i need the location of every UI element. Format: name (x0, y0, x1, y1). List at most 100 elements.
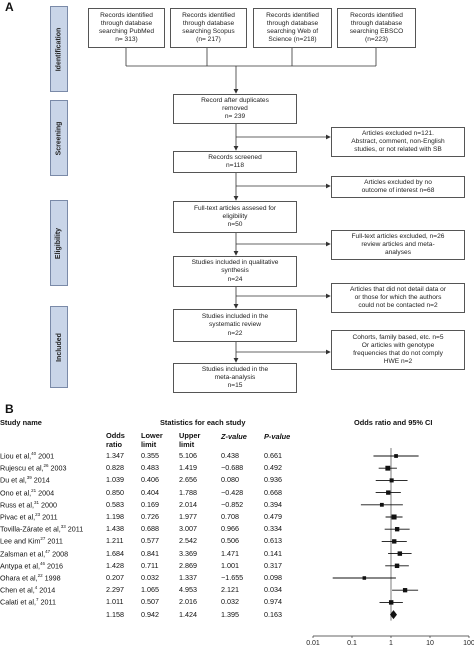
cell-lower: 0.032 (141, 573, 159, 582)
study-name: Pivac et al,23 2011 (0, 512, 58, 522)
header-p-value: P-value (264, 432, 291, 441)
study-name: Liou et al,40 2001 (0, 451, 55, 461)
study-name: Rujescu et al,26 2003 (0, 463, 67, 473)
cell-p: 0.334 (264, 524, 282, 534)
cell-z: 0.080 (221, 475, 239, 485)
cell-lower: 0.507 (141, 597, 159, 607)
cell-or: 1.438 (106, 524, 124, 534)
cell-upper: 1.788 (179, 487, 197, 497)
cell-lower: 0.942 (141, 609, 159, 619)
panel-b-label: B (5, 402, 14, 416)
box-meta-analysis: Studies included in the meta-analysis n=… (173, 363, 297, 393)
cell-z: 0.506 (221, 536, 239, 546)
cell-z: 2.121 (221, 585, 239, 595)
cell-or: 0.828 (106, 463, 124, 473)
cell-upper: 3.369 (179, 548, 197, 558)
cell-upper: 2.016 (179, 597, 197, 607)
cell-upper: 1.977 (179, 512, 197, 521)
cell-lower: 0.726 (141, 512, 159, 521)
box-excluded-5: Cohorts, family based, etc. n=5 Or artic… (331, 330, 465, 370)
cell-p: 0.317 (264, 560, 282, 570)
cell-lower: 0.711 (141, 560, 159, 570)
box-excluded-3: Full-text articles excluded, n=26 review… (331, 230, 465, 260)
phase-identification: Identification (50, 6, 68, 92)
pooled-diamond (389, 610, 397, 620)
cell-upper: 1.419 (179, 463, 197, 473)
header-lower-limit: Lower limit (141, 431, 163, 449)
box-excluded-4: Articles that did not detail data or or … (331, 283, 465, 313)
cell-z: 1.001 (221, 560, 239, 570)
point-estimate (385, 465, 391, 471)
box-fulltext-assessed: Full-text articles assesed for eligibili… (173, 201, 297, 233)
cell-or: 1.198 (106, 512, 124, 521)
cell-or: 0.850 (106, 487, 124, 497)
cell-upper: 1.337 (179, 573, 197, 582)
cell-upper: 3.007 (179, 524, 197, 534)
point-estimate (394, 527, 400, 532)
cell-or: 1.211 (106, 536, 124, 546)
cell-p: 0.668 (264, 487, 282, 497)
header-statistics: Statistics for each study (160, 418, 246, 427)
header-study-name: Study name (0, 418, 42, 427)
cell-lower: 0.406 (141, 475, 159, 485)
cell-p: 0.163 (264, 609, 282, 619)
cell-p: 0.034 (264, 585, 282, 595)
x-tick-label: 1 (389, 640, 393, 647)
box-records-screened: Records screened n=118 (173, 151, 297, 173)
cell-or: 2.297 (106, 585, 124, 595)
cell-upper: 4.953 (179, 585, 197, 595)
cell-p: 0.936 (264, 475, 282, 485)
box-systematic-review: Studies included in the systematic revie… (173, 309, 297, 342)
cell-z: 0.032 (221, 597, 239, 607)
cell-or: 1.039 (106, 475, 124, 485)
phase-eligibility: Eligibility (50, 200, 68, 286)
header-odds-ratio-ci: Odds ratio and 95% CI (354, 418, 433, 427)
forest-plot: 0.01 0.1 1 10 100 (306, 448, 474, 647)
cell-z: −0.688 (221, 463, 244, 473)
point-estimate (394, 454, 398, 458)
cell-lower: 0.404 (141, 487, 159, 497)
cell-z: 0.708 (221, 512, 239, 521)
box-scopus: Records identified through database sear… (170, 8, 247, 48)
box-qualitative-synthesis: Studies included in qualitative synthesi… (173, 256, 297, 287)
cell-p: 0.492 (264, 463, 282, 473)
cell-or: 1.684 (106, 548, 124, 558)
study-name: Antypa et al,46 2016 (0, 560, 63, 571)
cell-p: 0.394 (264, 499, 282, 509)
box-excluded-2: Articles excluded by no outcome of inter… (331, 176, 465, 198)
header-upper-limit: Upper limit (179, 431, 201, 449)
point-estimate (397, 551, 403, 556)
box-pubmed: Records identified through database sear… (88, 8, 165, 48)
cell-z: 0.438 (221, 451, 239, 460)
box-ebsco: Records identified through database sear… (337, 8, 416, 48)
header-z-value: Z-value (221, 432, 247, 441)
cell-p: 0.479 (264, 512, 282, 521)
cell-upper: 2.014 (179, 499, 197, 509)
cell-z: 1.395 (221, 609, 239, 619)
x-tick-label: 0.1 (347, 640, 357, 647)
study-name: Russ et al,31 2000 (0, 499, 57, 510)
cell-lower: 0.577 (141, 536, 159, 546)
cell-lower: 0.841 (141, 548, 159, 558)
cell-z: −1.655 (221, 573, 244, 582)
panel-a-label: A (5, 0, 14, 14)
cell-or: 0.583 (106, 499, 124, 509)
cell-p: 0.661 (264, 451, 282, 460)
point-estimate (379, 502, 384, 507)
cell-or: 1.428 (106, 560, 124, 570)
cell-upper: 1.424 (179, 609, 197, 619)
study-name: Lee and Kim27 2011 (0, 536, 63, 546)
study-name: Du et al,39 2014 (0, 475, 50, 485)
cell-p: 0.613 (264, 536, 282, 546)
point-estimate (386, 490, 391, 495)
point-estimate (392, 539, 397, 544)
cell-or: 0.207 (106, 573, 124, 582)
cell-or: 1.158 (106, 609, 124, 619)
point-estimate (391, 514, 397, 520)
cell-lower: 0.169 (141, 499, 159, 509)
box-web-of-science: Records identified through database sear… (253, 8, 332, 48)
cell-lower: 0.483 (141, 463, 159, 473)
box-after-duplicates: Record after duplicates removed n= 239 (173, 94, 297, 124)
flow-connectors (125, 47, 377, 363)
phase-included: Included (50, 306, 68, 388)
